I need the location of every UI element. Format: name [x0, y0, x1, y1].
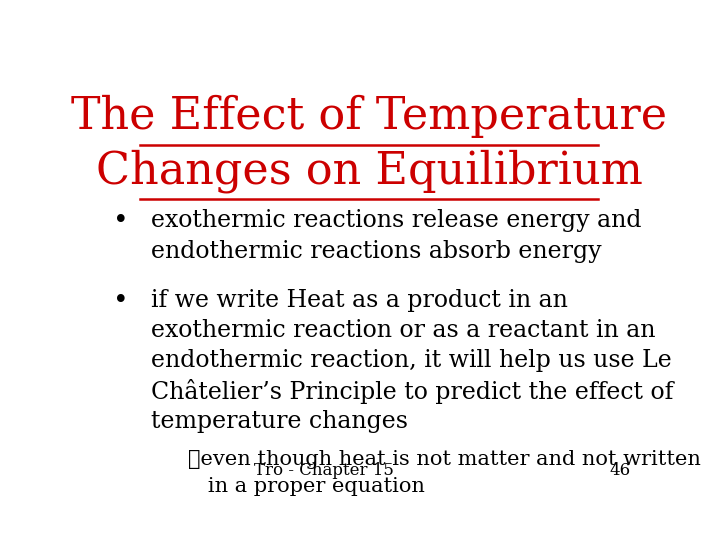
Text: Châtelier’s Principle to predict the effect of: Châtelier’s Principle to predict the eff… — [151, 379, 674, 404]
Text: temperature changes: temperature changes — [151, 410, 408, 433]
Text: The Effect of Temperature: The Effect of Temperature — [71, 95, 667, 138]
Text: Tro - Chapter 15: Tro - Chapter 15 — [254, 462, 395, 478]
Text: exothermic reaction or as a reactant in an: exothermic reaction or as a reactant in … — [151, 319, 656, 342]
Text: if we write Heat as a product in an: if we write Heat as a product in an — [151, 289, 568, 312]
Text: exothermic reactions release energy and: exothermic reactions release energy and — [151, 209, 642, 232]
Text: 46: 46 — [610, 462, 631, 478]
Text: in a proper equation: in a proper equation — [188, 477, 425, 496]
Text: •: • — [113, 208, 128, 233]
Text: endothermic reactions absorb energy: endothermic reactions absorb energy — [151, 240, 602, 262]
Text: Changes on Equilibrium: Changes on Equilibrium — [96, 149, 642, 193]
Text: endothermic reaction, it will help us use Le: endothermic reaction, it will help us us… — [151, 349, 672, 373]
Text: •: • — [113, 288, 128, 313]
Text: ✓even though heat is not matter and not written: ✓even though heat is not matter and not … — [188, 450, 701, 469]
